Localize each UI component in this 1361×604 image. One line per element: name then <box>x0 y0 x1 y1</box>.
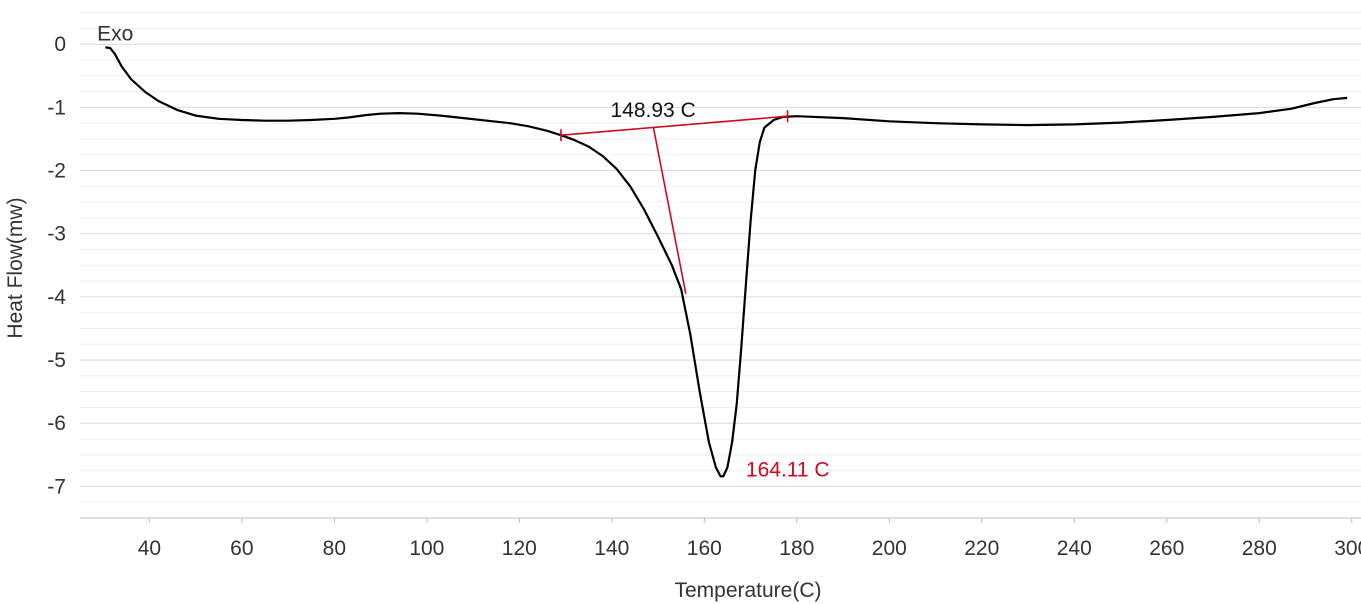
x-tick-label: 80 <box>323 537 346 560</box>
y-tick-label: -4 <box>47 286 66 309</box>
major-gridlines <box>80 43 1361 487</box>
x-tick-label: 120 <box>502 537 537 560</box>
y-tick-labels: 0 -1 -2 -3 -4 -5 -6 -7 <box>47 33 66 498</box>
y-tick-label: -7 <box>47 475 66 498</box>
baseline-line <box>560 115 788 136</box>
x-tick-label: 240 <box>1057 537 1092 560</box>
x-tick-labels: 40 60 80 100 120 140 160 180 200 220 240 260 280 300 <box>138 518 1361 560</box>
x-tick-label: 200 <box>872 537 907 560</box>
y-tick-label: -6 <box>47 412 66 435</box>
y-tick-label: -2 <box>47 160 66 183</box>
x-tick-label: 220 <box>964 537 999 560</box>
exo-label: Exo <box>97 23 133 46</box>
minor-gridlines <box>80 12 1361 519</box>
y-axis-title: Heat Flow(mw) <box>4 197 27 338</box>
x-tick-label: 260 <box>1149 537 1184 560</box>
y-tick-label: -5 <box>47 349 66 372</box>
onset-analysis <box>560 110 789 294</box>
x-tick-label: 140 <box>594 537 629 560</box>
x-tick-label: 60 <box>230 537 253 560</box>
y-tick-label: -1 <box>47 96 66 119</box>
heat-flow-curve <box>105 46 1348 478</box>
x-axis-title: Temperature(C) <box>674 579 821 602</box>
x-tick-label: 300 <box>1334 537 1361 560</box>
y-tick-label: -3 <box>47 223 66 246</box>
x-tick-label: 180 <box>779 537 814 560</box>
y-tick-label: 0 <box>54 33 66 56</box>
peak-temperature-label: 164.11 C <box>746 459 830 482</box>
x-tick-label: 160 <box>687 537 722 560</box>
onset-temperature-label: 148.93 C <box>611 99 696 122</box>
x-tick-label: 100 <box>409 537 444 560</box>
x-tick-label: 280 <box>1242 537 1277 560</box>
x-tick-label: 40 <box>138 537 161 560</box>
onset-tangent-line <box>652 127 687 294</box>
